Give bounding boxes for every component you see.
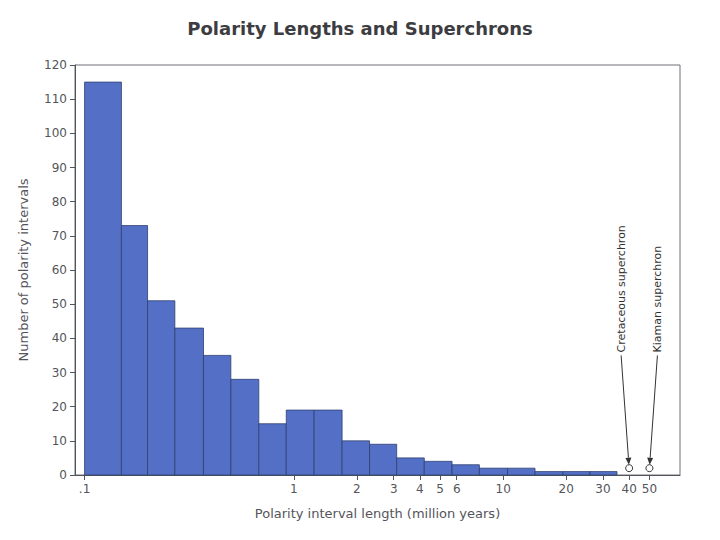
svg-text:5: 5	[436, 482, 444, 496]
svg-text:Kiaman superchron: Kiaman superchron	[651, 246, 664, 353]
svg-text:Polarity interval length (mill: Polarity interval length (million years)	[255, 506, 500, 521]
svg-text:60: 60	[52, 263, 67, 277]
svg-text:20: 20	[558, 482, 573, 496]
svg-text:30: 30	[595, 482, 610, 496]
svg-text:50: 50	[642, 482, 657, 496]
svg-text:20: 20	[52, 400, 67, 414]
svg-text:70: 70	[52, 229, 67, 243]
svg-text:2: 2	[353, 482, 361, 496]
svg-text:50: 50	[52, 297, 67, 311]
svg-text:Polarity Lengths and Superchro: Polarity Lengths and Superchrons	[187, 18, 532, 39]
svg-text:10: 10	[495, 482, 510, 496]
svg-text:80: 80	[52, 195, 67, 209]
svg-text:40: 40	[621, 482, 636, 496]
svg-text:3: 3	[390, 482, 398, 496]
svg-text:110: 110	[44, 92, 67, 106]
svg-text:4: 4	[416, 482, 424, 496]
svg-text:0: 0	[59, 468, 67, 482]
svg-text:30: 30	[52, 366, 67, 380]
svg-text:.1: .1	[79, 482, 90, 496]
svg-text:120: 120	[44, 58, 67, 72]
svg-text:90: 90	[52, 161, 67, 175]
svg-text:Number of polarity intervals: Number of polarity intervals	[16, 178, 31, 361]
svg-text:40: 40	[52, 331, 67, 345]
svg-text:10: 10	[52, 434, 67, 448]
svg-text:1: 1	[290, 482, 298, 496]
svg-text:100: 100	[44, 126, 67, 140]
svg-text:6: 6	[453, 482, 461, 496]
svg-text:Cretaceous superchron: Cretaceous superchron	[615, 225, 628, 352]
